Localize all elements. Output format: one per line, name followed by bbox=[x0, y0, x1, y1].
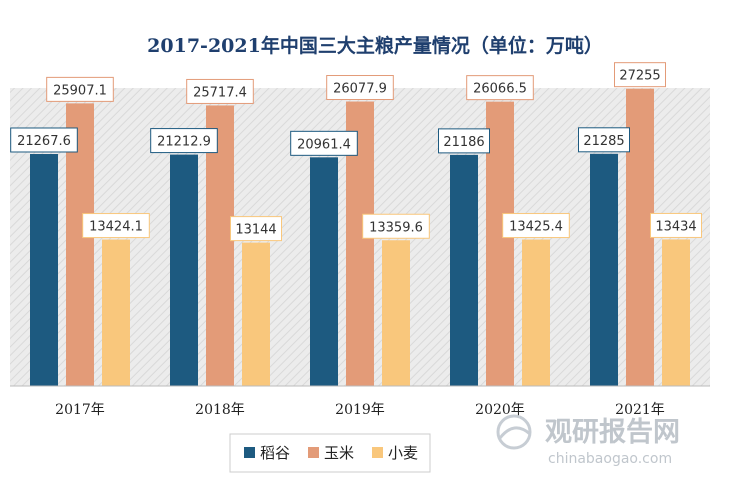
data-label: 27255 bbox=[619, 69, 660, 84]
x-tick-label: 2018年 bbox=[195, 402, 245, 418]
data-label: 13359.6 bbox=[369, 220, 423, 235]
watermark-swoosh-icon bbox=[498, 426, 531, 439]
bar bbox=[102, 239, 130, 386]
data-label-box bbox=[230, 216, 282, 242]
data-label-box bbox=[46, 76, 114, 102]
data-label-box bbox=[186, 78, 254, 104]
data-label-box bbox=[150, 128, 218, 154]
bar bbox=[486, 101, 514, 386]
data-label: 13434 bbox=[655, 219, 696, 234]
watermark-logo-icon bbox=[496, 414, 532, 450]
chart-title: 2017-2021年中国三大主粮产量情况（单位：万吨） bbox=[147, 34, 603, 57]
bar bbox=[522, 239, 550, 386]
legend-label: 玉米 bbox=[324, 444, 354, 462]
bar bbox=[242, 242, 270, 386]
watermark: 观研报告网 chinabaogao.com bbox=[496, 414, 680, 467]
data-label-box bbox=[10, 127, 78, 153]
data-label-box bbox=[438, 128, 490, 154]
data-label: 20961.4 bbox=[297, 137, 351, 152]
data-label-box bbox=[290, 130, 358, 156]
data-label: 21285 bbox=[583, 134, 624, 149]
data-label-box bbox=[614, 62, 666, 88]
legend-label: 稻谷 bbox=[260, 444, 290, 462]
data-label: 21186 bbox=[443, 135, 484, 150]
data-label-box bbox=[466, 75, 534, 101]
x-tick-label: 2019年 bbox=[335, 402, 385, 418]
data-label: 26066.5 bbox=[473, 82, 527, 97]
data-label-box bbox=[578, 127, 630, 153]
bar bbox=[590, 153, 618, 386]
data-label-box bbox=[82, 213, 150, 239]
bar bbox=[626, 88, 654, 386]
legend-swatch bbox=[308, 447, 319, 458]
data-labels-group: 21267.6 25907.1 13424.1 21212.9 25717.4 13144… bbox=[10, 62, 702, 242]
data-label: 21212.9 bbox=[157, 135, 211, 150]
data-label: 13425.4 bbox=[509, 220, 563, 235]
data-label: 25717.4 bbox=[193, 85, 247, 100]
data-label: 13144 bbox=[235, 223, 276, 238]
data-label-box bbox=[502, 213, 570, 239]
watermark-brand: 观研报告网 bbox=[545, 417, 680, 448]
data-label-box bbox=[362, 213, 430, 239]
x-tick-labels: 2017年 2018年 2019年 2020年 2021年 bbox=[55, 402, 665, 418]
x-tick-label: 2017年 bbox=[55, 402, 105, 418]
legend bbox=[229, 433, 431, 473]
bar bbox=[662, 239, 690, 386]
bar bbox=[310, 157, 338, 386]
x-tick-label: 2020年 bbox=[475, 402, 525, 418]
watermark-url: chinabaogao.com bbox=[548, 451, 672, 467]
data-label: 26077.9 bbox=[333, 82, 387, 97]
data-label: 25907.1 bbox=[53, 83, 107, 98]
bar bbox=[382, 240, 410, 386]
bar bbox=[170, 154, 198, 386]
legend-items: 稻谷 玉米 小麦 bbox=[244, 444, 418, 462]
bar bbox=[30, 153, 58, 386]
data-label-box bbox=[650, 212, 702, 238]
data-label-box bbox=[326, 75, 394, 101]
bars-group bbox=[30, 88, 690, 387]
legend-swatch bbox=[372, 447, 383, 458]
bar bbox=[450, 154, 478, 386]
data-label: 21267.6 bbox=[17, 134, 71, 149]
legend-label: 小麦 bbox=[388, 444, 418, 462]
data-label: 13424.1 bbox=[89, 220, 143, 235]
legend-swatch bbox=[244, 447, 255, 458]
x-tick-label: 2021年 bbox=[615, 402, 665, 418]
